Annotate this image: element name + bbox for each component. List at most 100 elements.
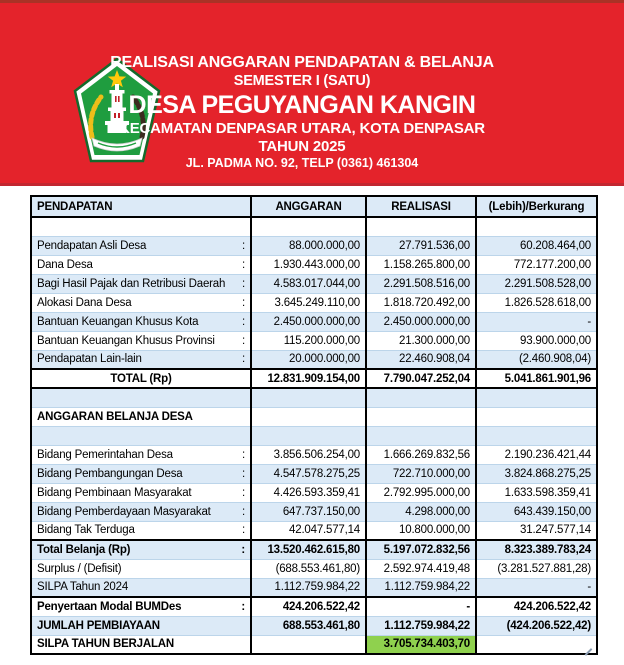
- table-row: Alokasi Dana Desa:3.645.249.110,00 1.818.…: [30, 292, 598, 313]
- row-label-cell: Bidang Tak Terduga:: [30, 520, 252, 541]
- value-cell: [250, 387, 367, 408]
- row-label-cell: Bidang Pembinaan Masyarakat:: [30, 482, 252, 503]
- row-label: TOTAL (Rp): [110, 372, 172, 385]
- value-cell: (3.281.527.881,28): [475, 558, 598, 579]
- budget-table: PENDAPATAN ANGGARAN REALISASI (Lebih)/Be…: [30, 195, 598, 655]
- chain-icon: [130, 94, 146, 140]
- value-cell: [250, 634, 367, 655]
- row-colon: :: [242, 296, 245, 309]
- value-cell: 2.592.974.419,48: [365, 558, 477, 579]
- value-cell: 4.426.593.359,41: [250, 482, 367, 503]
- table-row: Bagi Hasil Pajak dan Retribusi Daerah:4.…: [30, 273, 598, 294]
- table-spacer-row: [30, 425, 598, 446]
- row-label-cell: SILPA TAHUN BERJALAN: [30, 634, 252, 655]
- row-label: Bidang Pembinaan Masyarakat: [37, 486, 192, 499]
- row-label-cell: Pendapatan Lain-lain:: [30, 349, 252, 370]
- value-cell: [475, 425, 598, 446]
- banner-text-block: REALISASI ANGGARAN PENDAPATAN & BELANJA …: [0, 53, 604, 171]
- row-label-cell: Total Belanja (Rp):: [30, 539, 252, 560]
- value-cell: 1.930.443.000,00: [250, 254, 367, 275]
- value-cell: 4.547.578.275,25: [250, 463, 367, 484]
- table-row: TOTAL (Rp) 12.831.909.154,00 7.790.047.252…: [30, 368, 598, 389]
- table-row: Total Belanja (Rp):13.520.462.615,80 5.19…: [30, 539, 598, 560]
- table-row: Bidang Tak Terduga:42.047.577,14 10.800.0…: [30, 520, 598, 541]
- ribbon-banner-icon: [91, 137, 143, 152]
- row-label-cell: TOTAL (Rp): [30, 368, 252, 389]
- value-cell: 21.300.000,00: [365, 330, 477, 351]
- value-cell: 12.831.909.154,00: [250, 368, 367, 389]
- row-label-cell: Bidang Pemerintahan Desa:: [30, 444, 252, 465]
- row-label: Surplus / (Defisit): [37, 562, 122, 575]
- row-label: Bantuan Keuangan Khusus Provinsi: [37, 334, 215, 347]
- row-label: Bidang Pembangungan Desa: [37, 467, 183, 480]
- table-row: Dana Desa:1.930.443.000,00 1.158.265.800,…: [30, 254, 598, 275]
- value-cell: 2.190.236.421,44: [475, 444, 598, 465]
- row-colon: :: [242, 315, 245, 328]
- table-row: Penyertaan Modal BUMDes:424.206.522,42-4…: [30, 596, 598, 617]
- value-cell: (2.460.908,04): [475, 349, 598, 370]
- value-cell: 93.900.000,00: [475, 330, 598, 351]
- value-cell: 13.520.462.615,80: [250, 539, 367, 560]
- value-cell: 31.247.577,14: [475, 520, 598, 541]
- value-cell: [365, 425, 477, 446]
- value-cell: 772.177.200,00: [475, 254, 598, 275]
- row-colon: :: [242, 486, 245, 499]
- row-label-cell: Bagi Hasil Pajak dan Retribusi Daerah:: [30, 273, 252, 294]
- value-cell: 2.450.000.000,00: [365, 311, 477, 332]
- value-cell: 5.197.072.832,56: [365, 539, 477, 560]
- year-line: TAHUN 2025: [258, 138, 346, 155]
- row-label: JUMLAH PEMBIAYAAN: [37, 619, 160, 632]
- row-label: Pendapatan Asli Desa: [37, 239, 147, 252]
- row-label-cell: [30, 387, 252, 408]
- row-label: Bantuan Keuangan Khusus Kota: [37, 315, 199, 328]
- value-cell: 42.047.577,14: [250, 520, 367, 541]
- budget-table-wrap: PENDAPATAN ANGGARAN REALISASI (Lebih)/Be…: [30, 195, 598, 655]
- row-label: Dana Desa: [37, 258, 93, 271]
- village-emblem-logo: [73, 57, 161, 163]
- row-label: Penyertaan Modal BUMDes: [37, 600, 182, 613]
- value-cell: 722.710.000,00: [365, 463, 477, 484]
- column-header-selisih: (Lebih)/Berkurang: [475, 195, 598, 218]
- value-cell: 1.633.598.359,41: [475, 482, 598, 503]
- value-cell: 88.000.000,00: [250, 235, 367, 256]
- value-cell: -: [475, 311, 598, 332]
- value-cell: 3.705.734.403,70: [365, 634, 477, 655]
- value-cell: (688.553.461,80): [250, 558, 367, 579]
- value-cell: 424.206.522,42: [250, 596, 367, 617]
- row-colon: :: [242, 334, 245, 347]
- row-label-cell: Penyertaan Modal BUMDes:: [30, 596, 252, 617]
- row-colon: :: [242, 353, 245, 366]
- row-label-cell: Pendapatan Asli Desa:: [30, 235, 252, 256]
- value-cell: 8.323.389.783,24: [475, 539, 598, 560]
- row-label-cell: [30, 425, 252, 446]
- value-cell: 115.200.000,00: [250, 330, 367, 351]
- value-cell: [475, 406, 598, 427]
- row-colon: :: [242, 239, 245, 252]
- row-label: ANGGARAN BELANJA DESA: [37, 410, 193, 423]
- row-label-cell: Bidang Pembangungan Desa:: [30, 463, 252, 484]
- temple-tower-icon: [105, 84, 129, 133]
- value-cell: 1.818.720.492,00: [365, 292, 477, 313]
- value-cell: 2.450.000.000,00: [250, 311, 367, 332]
- row-colon: :: [242, 467, 245, 480]
- row-label-cell: Dana Desa:: [30, 254, 252, 275]
- value-cell: 3.856.506.254,00: [250, 444, 367, 465]
- value-cell: 643.439.150,00: [475, 501, 598, 522]
- row-label: SILPA TAHUN BERJALAN: [37, 638, 174, 651]
- row-label-cell: Alokasi Dana Desa:: [30, 292, 252, 313]
- value-cell: 1.112.759.984,22: [250, 577, 367, 598]
- value-cell: 7.790.047.252,04: [365, 368, 477, 389]
- row-label-cell: Surplus / (Defisit): [30, 558, 252, 579]
- column-header-realisasi: REALISASI: [365, 195, 477, 218]
- value-cell: 1.826.528.618,00: [475, 292, 598, 313]
- row-colon: :: [242, 258, 245, 271]
- value-cell: 647.737.150,00: [250, 501, 367, 522]
- table-row: ANGGARAN BELANJA DESA: [30, 406, 598, 427]
- row-label: Bidang Pemerintahan Desa: [37, 448, 173, 461]
- value-cell: [365, 216, 477, 237]
- row-label-cell: JUMLAH PEMBIAYAAN: [30, 615, 252, 636]
- row-label-cell: Bantuan Keuangan Khusus Provinsi:: [30, 330, 252, 351]
- row-label-cell: Bidang Pemberdayaan Masyarakat:: [30, 501, 252, 522]
- row-label: Total Belanja (Rp): [37, 543, 131, 556]
